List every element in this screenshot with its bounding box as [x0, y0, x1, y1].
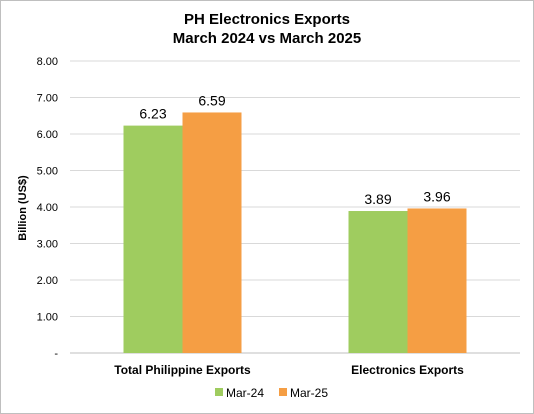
- bar-mar-24-1: [123, 125, 183, 353]
- category-label: Total Philippine Exports: [114, 363, 251, 377]
- bar-mar-24-2: [348, 211, 408, 353]
- y-tick-label: 6.00: [37, 129, 58, 141]
- chart-title-line-1: PH Electronics Exports: [184, 11, 350, 28]
- legend: Mar-24 Mar-25: [215, 386, 328, 400]
- y-tick-label: -: [54, 348, 58, 360]
- bar-mar-25-1: [182, 112, 242, 353]
- category-label: Electronics Exports: [351, 363, 464, 377]
- y-tick-label: 4.00: [37, 202, 58, 214]
- y-tick-labels: - 1.00 2.00 3.00 4.00 5.00 6.00 7.00 8.00: [37, 56, 59, 360]
- data-label: 6.23: [139, 106, 166, 122]
- y-tick-label: 1.00: [37, 312, 58, 324]
- legend-label: Mar-25: [290, 386, 328, 400]
- data-labels: 6.23 6.59 3.89 3.96: [139, 92, 450, 207]
- y-tick-label: 2.00: [37, 275, 58, 287]
- legend-swatch-mar-25: [279, 388, 287, 396]
- data-label: 3.96: [423, 188, 450, 204]
- y-tick-label: 3.00: [37, 239, 58, 251]
- y-tick-label: 8.00: [37, 56, 58, 68]
- chart-title-line-2: March 2024 vs March 2025: [172, 30, 362, 47]
- bar-mar-25-2: [407, 208, 467, 353]
- category-labels: Total Philippine Exports Electronics Expo…: [114, 363, 464, 377]
- y-tick-label: 5.00: [37, 166, 58, 178]
- y-axis-label: Billion (US$): [17, 175, 29, 241]
- legend-swatch-mar-24: [215, 388, 223, 396]
- legend-label: Mar-24: [226, 386, 264, 400]
- bars: [123, 112, 467, 353]
- y-tick-label: 7.00: [37, 93, 58, 105]
- data-label: 6.59: [198, 92, 225, 108]
- data-label: 3.89: [364, 191, 391, 207]
